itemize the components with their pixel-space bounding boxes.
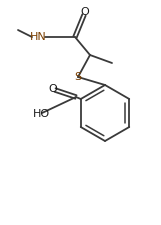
Text: S: S (74, 72, 82, 82)
Text: HO: HO (32, 109, 50, 119)
Text: O: O (49, 84, 57, 94)
Text: O: O (81, 7, 89, 17)
Text: HN: HN (30, 32, 46, 42)
